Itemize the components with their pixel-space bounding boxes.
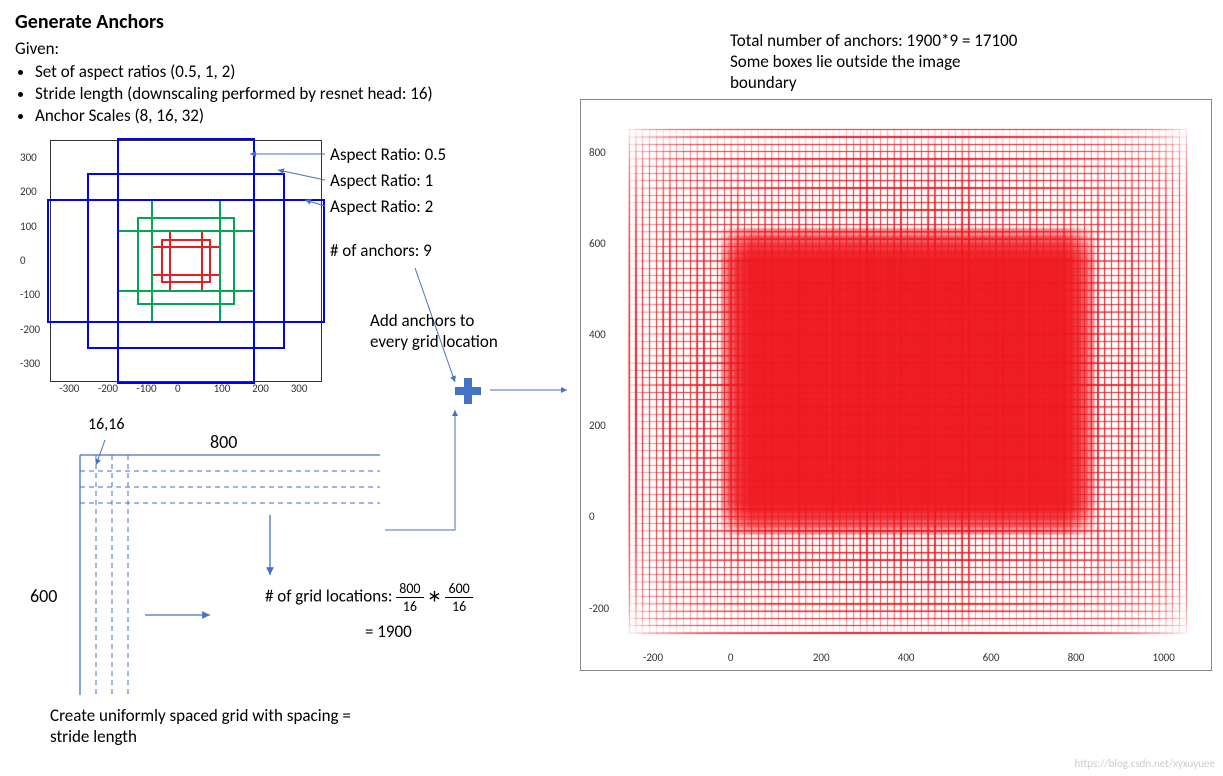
callout-num-anchors: # of anchors: 9: [330, 240, 432, 261]
callout-ar2: Aspect Ratio: 2: [330, 196, 433, 217]
dense-xtick: 0: [728, 651, 734, 664]
ytick-label: 0: [20, 254, 26, 267]
dense-canvas: [619, 106, 1205, 644]
ytick-label: -200: [20, 323, 40, 336]
mult-sign: ∗: [427, 586, 445, 607]
dense-xtick: 600: [983, 651, 1000, 664]
anchor-box: [47, 199, 325, 322]
grid-origin-label: 16,16: [88, 415, 124, 434]
grid-diagram: 16,16 800 600: [50, 435, 450, 695]
callout-add-anchors: Add anchors to every grid location: [370, 310, 498, 352]
ytick-label: -100: [20, 288, 40, 301]
dense-ytick: 0: [589, 510, 595, 523]
frac2-num: 600: [445, 580, 472, 598]
add-anchors-line2: every grid location: [370, 331, 498, 352]
xtick-label: 300: [291, 382, 308, 395]
watermark: https://blog.csdn.net/xyxuyuee: [1075, 757, 1215, 770]
dense-xtick: 200: [813, 651, 830, 664]
grid-width-label: 800: [210, 431, 237, 453]
right-header-line2: Some boxes lie outside the image: [730, 51, 1210, 72]
dense-ytick: 600: [589, 237, 606, 250]
xtick-label: 200: [252, 382, 269, 395]
dense-xtick: 800: [1068, 651, 1085, 664]
frac1-den: 16: [396, 598, 423, 615]
callout-ar05: Aspect Ratio: 0.5: [330, 144, 446, 165]
anchor-chart: -300 -200 -100 0 100 200 300 -300 -200 -100 0 100 20…: [15, 130, 335, 410]
grid-diagram-svg: [50, 435, 450, 695]
add-anchors-line1: Add anchors to: [370, 310, 498, 331]
ytick-label: 300: [20, 151, 37, 164]
dense-ytick: 200: [589, 419, 606, 432]
plus-icon: [453, 376, 483, 406]
dense-chart: -200 0 200 400 600 800 1000 -200 0 200 400 600 800: [580, 99, 1212, 671]
grid-locations-formula: # of grid locations: 800 16 ∗ 600 16 = 1…: [265, 580, 473, 642]
xtick-label: 0: [175, 382, 181, 395]
frac1-num: 800: [396, 580, 423, 598]
grid-height-label: 600: [30, 585, 57, 607]
anchor-plot-area: [50, 140, 322, 382]
formula-label: # of grid locations:: [265, 586, 392, 607]
dense-xtick: -200: [643, 651, 663, 664]
fraction-1: 800 16: [396, 580, 423, 615]
right-header-line1: Total number of anchors: 1900*9 = 17100: [730, 30, 1210, 51]
xtick-label: -100: [136, 382, 156, 395]
xtick-label: -200: [98, 382, 118, 395]
ytick-label: 100: [20, 220, 37, 233]
stride-text: Create uniformly spaced grid with spacin…: [50, 705, 370, 747]
right-column: Total number of anchors: 1900*9 = 17100 …: [580, 30, 1210, 671]
frac2-den: 16: [445, 598, 472, 615]
callout-ar1: Aspect Ratio: 1: [330, 170, 433, 191]
xtick-label: 100: [214, 382, 231, 395]
dense-ytick: 400: [589, 328, 606, 341]
dense-xtick: 1000: [1153, 651, 1175, 664]
fraction-2: 600 16: [445, 580, 472, 615]
left-column: -300 -200 -100 0 100 200 300 -300 -200 -100 0 100 20…: [15, 130, 575, 410]
ytick-label: -300: [20, 357, 40, 370]
ytick-label: 200: [20, 185, 37, 198]
right-header-line3: boundary: [730, 72, 1210, 93]
dense-ytick: 800: [589, 146, 606, 159]
formula-result: = 1900: [365, 621, 473, 642]
xtick-label: -300: [59, 382, 79, 395]
dense-ytick: -200: [589, 602, 609, 615]
right-header: Total number of anchors: 1900*9 = 17100 …: [580, 30, 1210, 93]
dense-plot-area: [619, 106, 1205, 644]
dense-xtick: 400: [898, 651, 915, 664]
